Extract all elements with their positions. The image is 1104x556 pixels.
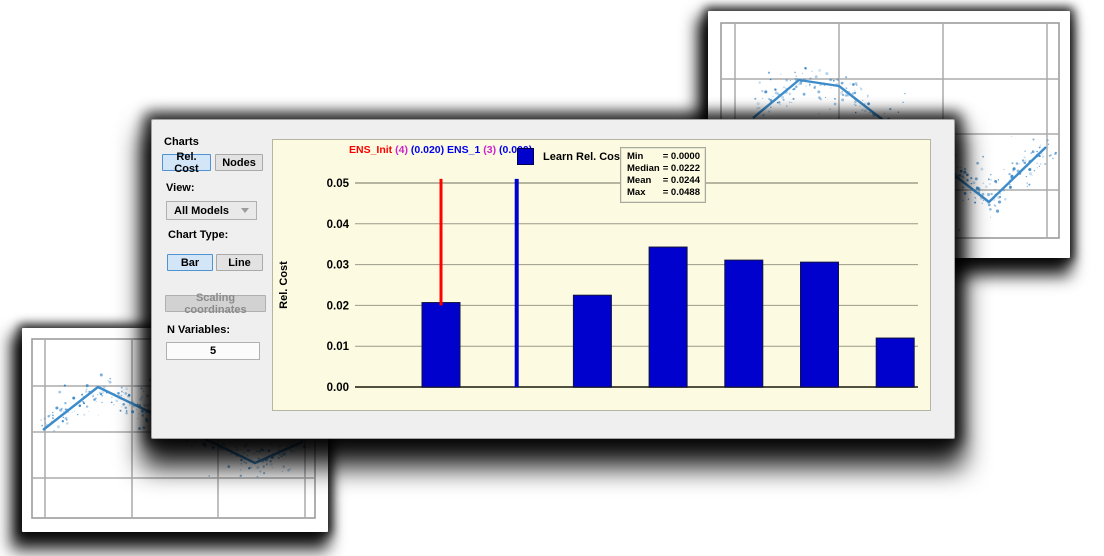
stats-box: Min = 0.0000 Median = 0.0222 Mean = 0.0244 Max…: [620, 147, 706, 203]
svg-text:0.02: 0.02: [327, 300, 349, 312]
scaling-coordinates-button[interactable]: Scaling coordinates: [165, 292, 266, 316]
svg-text:Rel. Cost: Rel. Cost: [278, 261, 290, 309]
bar-chart: 0.00 0.01 0.02 0.03 0.04 0.05 Rel. Cost: [273, 140, 930, 410]
chart-type-bar-button[interactable]: Bar: [167, 254, 213, 271]
stats-row: Median = 0.0222: [627, 163, 700, 174]
svg-text:0.05: 0.05: [327, 178, 350, 190]
view-model-select[interactable]: All Models: [166, 201, 257, 220]
svg-text:0.00: 0.00: [327, 382, 349, 394]
svg-text:0.04: 0.04: [327, 219, 350, 231]
n-variables-label: N Variables:: [167, 324, 230, 336]
rel-cost-tab-button[interactable]: Rel. Cost: [162, 151, 211, 175]
stats-row: Mean = 0.0244: [627, 175, 700, 186]
chart-type-line-button[interactable]: Line: [216, 254, 263, 271]
chart-title: ENS_Init (4) (0.020) ENS_1 (3) (0.000): [349, 144, 533, 156]
view-model-selected-value: All Models: [174, 204, 230, 217]
legend-color-swatch: [517, 148, 534, 165]
chart-panel: 0.00 0.01 0.02 0.03 0.04 0.05 Rel. Cost ENS_In…: [272, 139, 931, 411]
chevron-down-icon: [241, 208, 249, 213]
legend-label: Learn Rel. Cost: [543, 150, 624, 163]
stats-row: Min = 0.0000: [627, 151, 700, 162]
n-variables-input[interactable]: [166, 342, 260, 360]
stats-row: Max = 0.0488: [627, 187, 700, 198]
charts-section-label: Charts: [164, 136, 199, 148]
nodes-tab-button[interactable]: Nodes: [215, 154, 263, 171]
chart-legend: Learn Rel. Cost: [517, 148, 624, 165]
svg-text:0.01: 0.01: [327, 341, 350, 353]
chart-type-label: Chart Type:: [168, 229, 229, 241]
svg-text:0.03: 0.03: [327, 260, 349, 272]
chart-tool-window: Charts Rel. Cost Nodes View: All Models …: [151, 119, 955, 439]
view-label: View:: [166, 182, 195, 194]
